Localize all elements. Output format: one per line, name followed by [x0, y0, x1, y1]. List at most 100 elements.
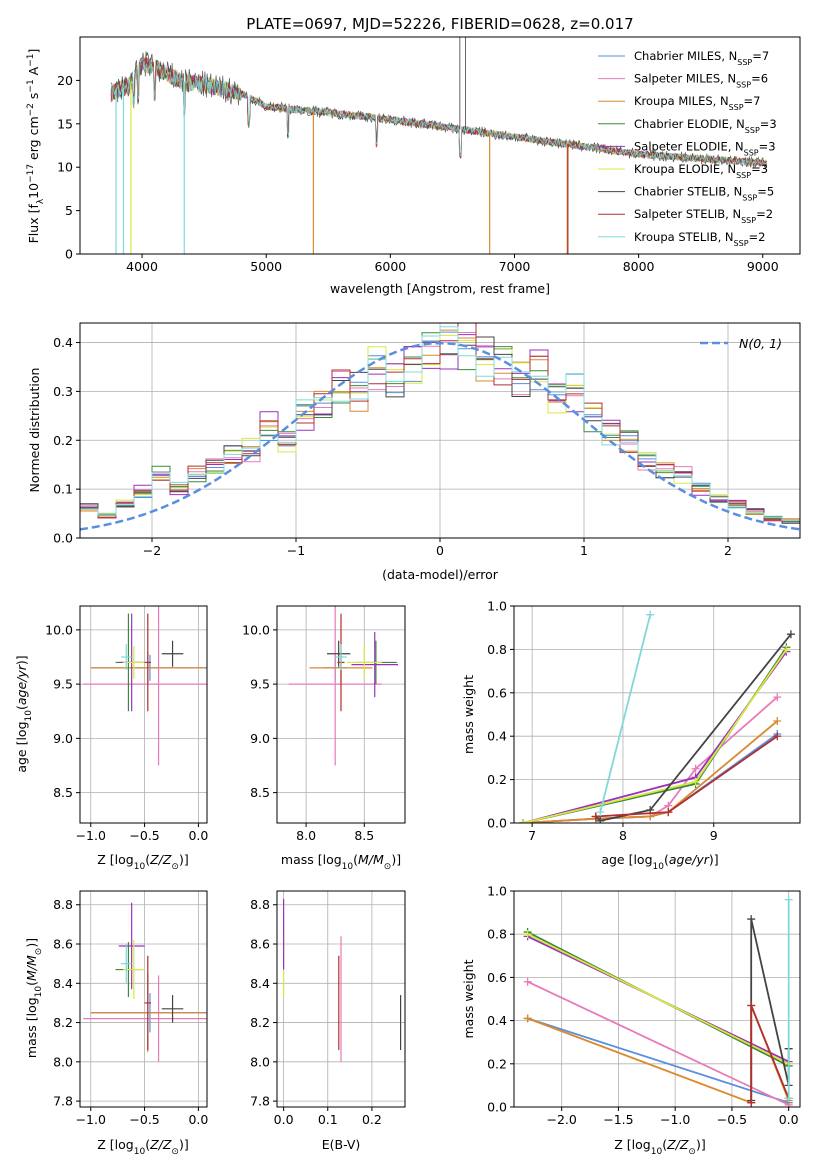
axes-mass-vs-EBV: 0.0 0.1 0.2 7.8 8.0 8.2 8.4 8.6 8.8 E(B-V): [250, 890, 406, 1152]
x-tick-label: 0.0: [779, 1112, 799, 1127]
data-point-marker: [664, 808, 673, 817]
plot-area-age-vs-mass: [288, 606, 399, 766]
mass-weight-line: [750, 918, 790, 1101]
mass-weight-line: [522, 646, 788, 823]
y-tick-label: 8.6: [250, 937, 270, 952]
x-tick-label: 8.0: [296, 828, 316, 843]
x-tick-label: 9: [710, 828, 718, 843]
figure-title: PLATE=0697, MJD=52226, FIBERID=0628, z=0…: [246, 15, 633, 33]
y-tick-label: 0.8: [487, 642, 507, 657]
axes-mass-weight-vs-age: 7 8 9 0.0 0.2 0.4 0.6 0.8 1.0 mass weight age [log…: [461, 599, 801, 872]
y-tick-label: 0.8: [487, 927, 507, 942]
x-axis-label: mass [log10(M/M⊙)]: [281, 852, 401, 872]
y-tick-label: 7.8: [250, 1094, 270, 1109]
legend-label: N(0, 1): [739, 336, 782, 351]
legend-label: Salpeter ELODIE, NSSP=3: [634, 139, 776, 157]
mass-weight-line: [527, 980, 790, 1106]
data-point-marker: [747, 1098, 756, 1107]
y-tick-label: 0.3: [53, 384, 73, 399]
plot-area-mass-vs-EBV: [283, 898, 402, 1062]
y-axis-label: mass [log10(M/M⊙)]: [24, 938, 44, 1058]
x-tick-label: −2: [143, 543, 161, 558]
data-point-marker: [596, 808, 605, 817]
axes-spectrum: 4000 5000 6000 7000 8000 9000 0 5 10 15 20 waveleng…: [26, 36, 801, 296]
gaussian-curve: [80, 341, 800, 531]
y-axis-label: mass weight: [461, 959, 476, 1038]
plot-area-spectrum: [110, 37, 767, 254]
data-point-marker: [773, 732, 782, 741]
y-tick-label: 0.2: [487, 772, 507, 787]
legend-label: Salpeter MILES, NSSP=6: [634, 72, 768, 90]
data-point-marker: [646, 610, 655, 619]
y-tick-label: 0.1: [53, 482, 73, 497]
data-point-marker: [596, 816, 605, 823]
data-point-marker: [591, 812, 600, 821]
data-point-marker: [773, 693, 782, 702]
data-point-marker: [786, 630, 795, 639]
y-tick-label: 8.5: [53, 785, 73, 800]
data-point-marker: [691, 764, 700, 773]
y-tick-label: 8.8: [250, 897, 270, 912]
y-tick-label: 0.4: [487, 729, 507, 744]
y-tick-label: 7.8: [53, 1094, 73, 1109]
histogram-series: [80, 323, 800, 538]
axes-frame: [276, 890, 406, 1108]
axes-age-vs-mass: 8.0 8.5 8.5 9.0 9.5 10.0 mass [log10(M/M⊙)]: [242, 605, 406, 872]
x-tick-label: 5000: [250, 259, 282, 274]
x-axis-label: Z [log10(Z/Z⊙)]: [97, 1137, 188, 1157]
x-tick-label: 8000: [623, 259, 655, 274]
data-point-marker: [523, 930, 532, 939]
x-tick-label: 0.0: [188, 1112, 208, 1127]
axes-frame: [513, 605, 801, 824]
y-tick-label: 10.0: [45, 622, 73, 637]
plot-area-mass-weight-vs-age: [519, 610, 795, 823]
axes-frame: [79, 322, 801, 539]
y-tick-label: 9.5: [250, 677, 270, 692]
mass-weight-line: [595, 633, 792, 822]
y-tick-label: 8.4: [53, 976, 73, 991]
x-tick-label: −2.0: [546, 1112, 576, 1127]
legend-label: Salpeter STELIB, NSSP=2: [634, 207, 773, 225]
legend: Chabrier MILES, NSSP=7 Salpeter MILES, NS…: [598, 49, 777, 247]
x-tick-label: 0.1: [318, 1112, 338, 1127]
y-tick-label: 8.4: [250, 976, 270, 991]
mass-weight-line: [527, 933, 790, 1065]
y-tick-label: 10.0: [242, 622, 270, 637]
axes-frame: [276, 605, 406, 824]
legend-label: Kroupa STELIB, NSSP=2: [634, 230, 765, 248]
x-tick-label: −1.0: [76, 1112, 106, 1127]
x-tick-label: 0.0: [188, 828, 208, 843]
data-point-marker: [782, 645, 791, 654]
y-tick-label: 0.2: [53, 433, 73, 448]
data-point-marker: [784, 895, 793, 904]
x-tick-label: −0.5: [717, 1112, 747, 1127]
y-tick-label: 8.8: [53, 897, 73, 912]
x-axis-label: E(B-V): [322, 1137, 361, 1152]
legend-label: Chabrier STELIB, NSSP=5: [634, 185, 774, 203]
mass-weight-line: [527, 1017, 789, 1104]
x-tick-label: −1.0: [76, 828, 106, 843]
x-tick-label: 2: [724, 543, 732, 558]
x-tick-label: 7: [528, 828, 536, 843]
y-tick-label: 8.6: [53, 937, 73, 952]
plot-area-mass-weight-vs-Z: [523, 895, 793, 1107]
x-axis-label: wavelength [Angstrom, rest frame]: [330, 281, 550, 296]
y-tick-label: 0.6: [487, 685, 507, 700]
mass-weight-line: [527, 1005, 790, 1105]
y-tick-label: 0.6: [487, 970, 507, 985]
x-tick-label: 8: [619, 828, 627, 843]
y-tick-label: 15: [57, 116, 73, 131]
data-point-marker: [773, 717, 782, 726]
y-axis-label: Flux [fλ10−17 erg cm−2 s−1 A−1]: [26, 49, 46, 244]
legend-label: Kroupa MILES, NSSP=7: [634, 94, 760, 112]
x-tick-label: 1: [580, 543, 588, 558]
x-axis-label: (data-model)/error: [382, 567, 499, 582]
data-point-marker: [784, 1094, 793, 1103]
y-tick-label: 8.5: [250, 785, 270, 800]
data-point-marker: [523, 977, 532, 986]
y-tick-label: 0.2: [487, 1056, 507, 1071]
x-tick-label: −1: [287, 543, 305, 558]
mass-weight-line: [522, 651, 788, 823]
x-tick-label: −0.5: [129, 1112, 159, 1127]
y-tick-label: 8.0: [250, 1054, 270, 1069]
